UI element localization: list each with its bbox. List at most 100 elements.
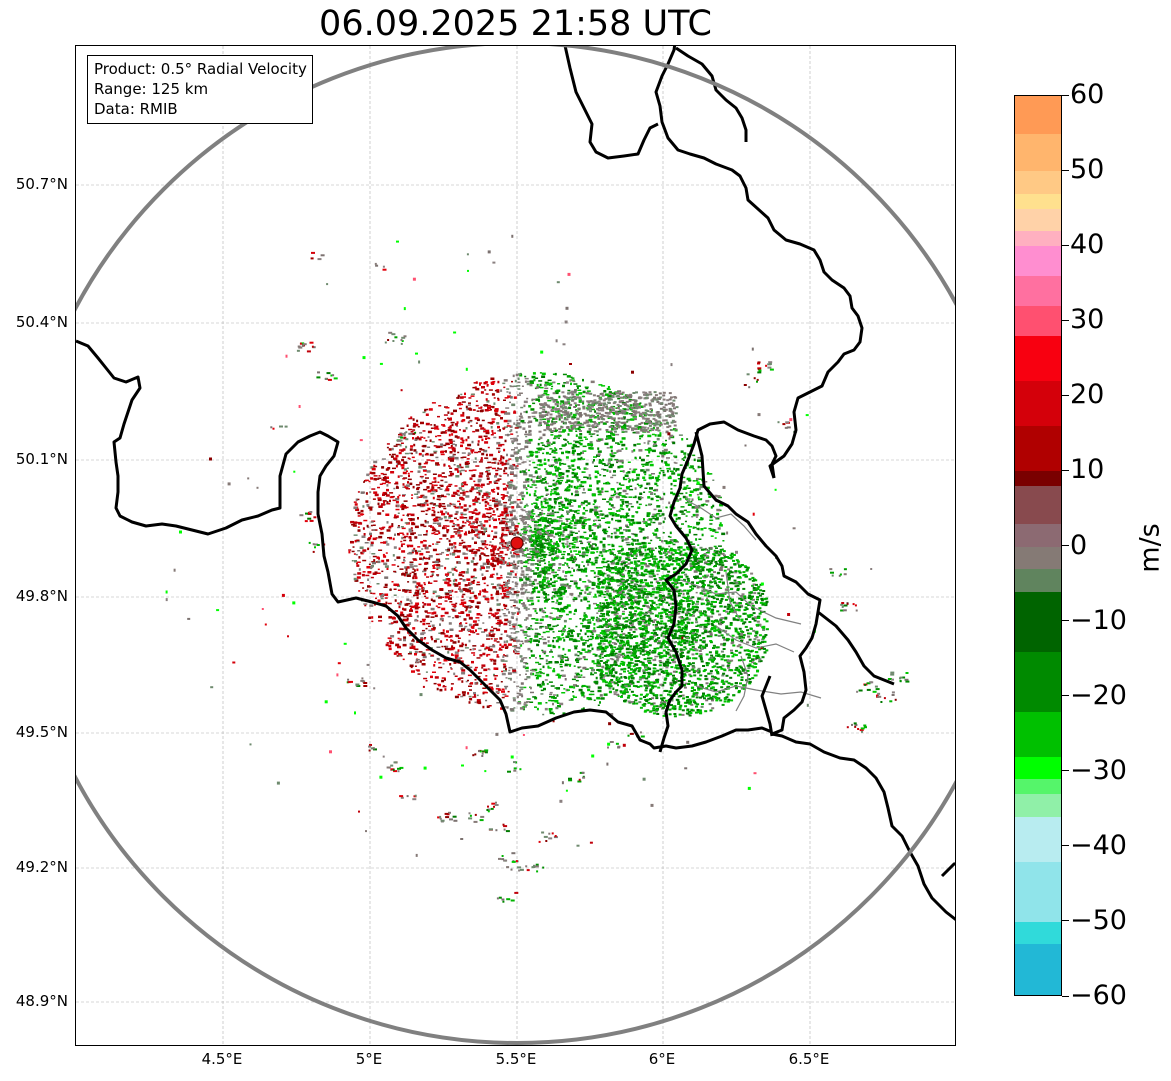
velocity-pixel — [665, 651, 668, 654]
velocity-pixel — [496, 702, 501, 704]
velocity-pixel — [582, 643, 586, 646]
velocity-pixel — [435, 530, 440, 532]
velocity-pixel — [371, 616, 374, 619]
velocity-pixel — [574, 653, 578, 657]
velocity-pixel — [537, 528, 541, 532]
velocity-pixel — [597, 572, 600, 575]
velocity-pixel — [650, 595, 653, 597]
velocity-pixel — [613, 527, 618, 530]
velocity-pixel — [496, 641, 500, 643]
velocity-pixel — [563, 578, 568, 581]
velocity-pixel — [577, 457, 582, 461]
velocity-pixel — [615, 676, 619, 678]
velocity-pixel — [444, 688, 447, 691]
velocity-pixel — [374, 529, 378, 531]
velocity-pixel — [620, 515, 623, 519]
velocity-pixel — [529, 701, 534, 703]
velocity-pixel — [558, 483, 562, 485]
velocity-pixel — [609, 549, 612, 552]
velocity-pixel — [634, 563, 637, 565]
velocity-pixel — [493, 504, 498, 507]
velocity-pixel — [406, 566, 410, 569]
velocity-pixel — [412, 558, 417, 560]
velocity-pixel — [705, 552, 710, 554]
velocity-pixel — [593, 537, 598, 540]
velocity-pixel — [573, 383, 578, 385]
velocity-pixel — [420, 540, 424, 544]
velocity-pixel — [586, 625, 591, 628]
velocity-pixel — [496, 598, 499, 602]
velocity-pixel — [476, 699, 481, 702]
velocity-pixel — [367, 547, 370, 551]
velocity-pixel — [613, 392, 617, 395]
velocity-pixel — [684, 612, 688, 616]
velocity-pixel — [468, 617, 473, 620]
velocity-pixel — [657, 509, 662, 513]
velocity-pixel — [562, 647, 565, 651]
velocity-pixel — [697, 459, 701, 462]
velocity-pixel — [523, 531, 528, 534]
velocity-pixel — [523, 533, 527, 536]
velocity-pixel — [558, 645, 561, 649]
velocity-pixel — [654, 614, 659, 617]
velocity-pixel — [535, 503, 538, 506]
velocity-pixel — [464, 625, 468, 628]
velocity-pixel — [525, 511, 529, 513]
velocity-pixel — [607, 462, 610, 466]
velocity-pixel — [529, 541, 533, 543]
velocity-pixel — [474, 623, 479, 626]
velocity-pixel — [464, 522, 467, 524]
velocity-pixel — [401, 573, 406, 576]
velocity-pixel — [663, 587, 667, 590]
velocity-pixel — [512, 617, 514, 619]
velocity-pixel — [563, 688, 566, 690]
velocity-pixel — [430, 427, 434, 429]
velocity-pixel — [626, 505, 629, 508]
velocity-pixel — [675, 468, 680, 471]
velocity-pixel — [659, 539, 662, 541]
velocity-pixel — [597, 526, 600, 529]
velocity-pixel — [473, 568, 477, 572]
velocity-pixel — [459, 472, 462, 476]
velocity-pixel — [569, 685, 573, 689]
velocity-pixel — [544, 506, 547, 509]
velocity-pixel — [445, 511, 448, 514]
velocity-pixel — [461, 484, 465, 488]
velocity-pixel — [583, 507, 586, 510]
velocity-pixel — [557, 610, 560, 612]
velocity-pixel — [504, 589, 509, 592]
velocity-pixel — [442, 503, 446, 505]
radar-map[interactable] — [75, 45, 956, 1046]
velocity-pixel — [560, 400, 565, 403]
velocity-pixel — [647, 640, 650, 642]
velocity-pixel — [500, 563, 505, 565]
velocity-pixel — [444, 678, 446, 681]
velocity-pixel — [573, 485, 576, 489]
velocity-pixel — [471, 660, 474, 664]
velocity-pixel — [591, 461, 594, 464]
velocity-pixel — [642, 545, 647, 547]
velocity-pixel — [638, 449, 643, 452]
velocity-pixel — [506, 425, 511, 427]
velocity-pixel — [399, 475, 403, 477]
velocity-pixel — [373, 460, 378, 464]
velocity-pixel — [556, 608, 560, 610]
velocity-pixel — [701, 580, 706, 582]
velocity-pixel — [692, 526, 697, 529]
velocity-pixel — [454, 435, 458, 438]
velocity-pixel — [543, 597, 547, 599]
velocity-pixel — [550, 493, 552, 496]
velocity-pixel — [543, 458, 546, 461]
velocity-pixel — [440, 443, 444, 446]
velocity-pixel — [631, 543, 634, 546]
velocity-pixel — [666, 467, 671, 470]
velocity-pixel — [607, 563, 610, 566]
velocity-pixel — [515, 582, 519, 586]
velocity-pixel — [441, 677, 446, 679]
velocity-pixel — [543, 392, 548, 395]
velocity-pixel — [682, 459, 685, 461]
velocity-pixel — [649, 463, 654, 467]
velocity-pixel — [613, 646, 617, 648]
velocity-pixel — [412, 568, 415, 570]
velocity-pixel — [545, 599, 549, 601]
